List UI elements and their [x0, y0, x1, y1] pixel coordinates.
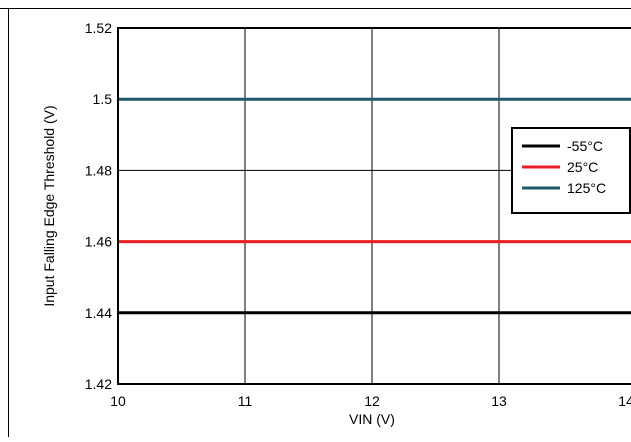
plot-frame: [117, 27, 631, 385]
y-tick-label: 1.5: [93, 91, 113, 107]
legend-label: -55°C: [567, 138, 603, 154]
x-tick-label: 11: [238, 393, 253, 409]
x-axis-title: VIN (V): [349, 411, 395, 427]
legend-label: 125°C: [567, 180, 606, 196]
y-tick-label: 1.44: [85, 305, 112, 321]
legend-label: 25°C: [567, 159, 598, 175]
legend-items: -55°C 25°C 125°C: [522, 138, 606, 196]
y-tick-label: 1.48: [85, 162, 112, 178]
x-tick-label: 14: [618, 393, 631, 409]
y-tick-label: 1.46: [85, 234, 112, 250]
x-tick-label: 10: [110, 393, 126, 409]
y-tick-label: 1.42: [85, 376, 112, 392]
x-tick-labels: 10 11 12 13 14: [110, 393, 631, 409]
y-tick-label: 1.52: [85, 20, 112, 36]
y-axis-title: Input Falling Edge Threshold (V): [41, 105, 57, 306]
legend: -55°C 25°C 125°C: [511, 127, 631, 214]
x-tick-label: 13: [491, 393, 507, 409]
legend-box: [511, 127, 631, 214]
y-tick-labels: 1.42 1.44 1.46 1.48 1.5 1.52: [85, 20, 112, 392]
x-tick-label: 12: [364, 393, 380, 409]
series-lines: [118, 97, 631, 315]
